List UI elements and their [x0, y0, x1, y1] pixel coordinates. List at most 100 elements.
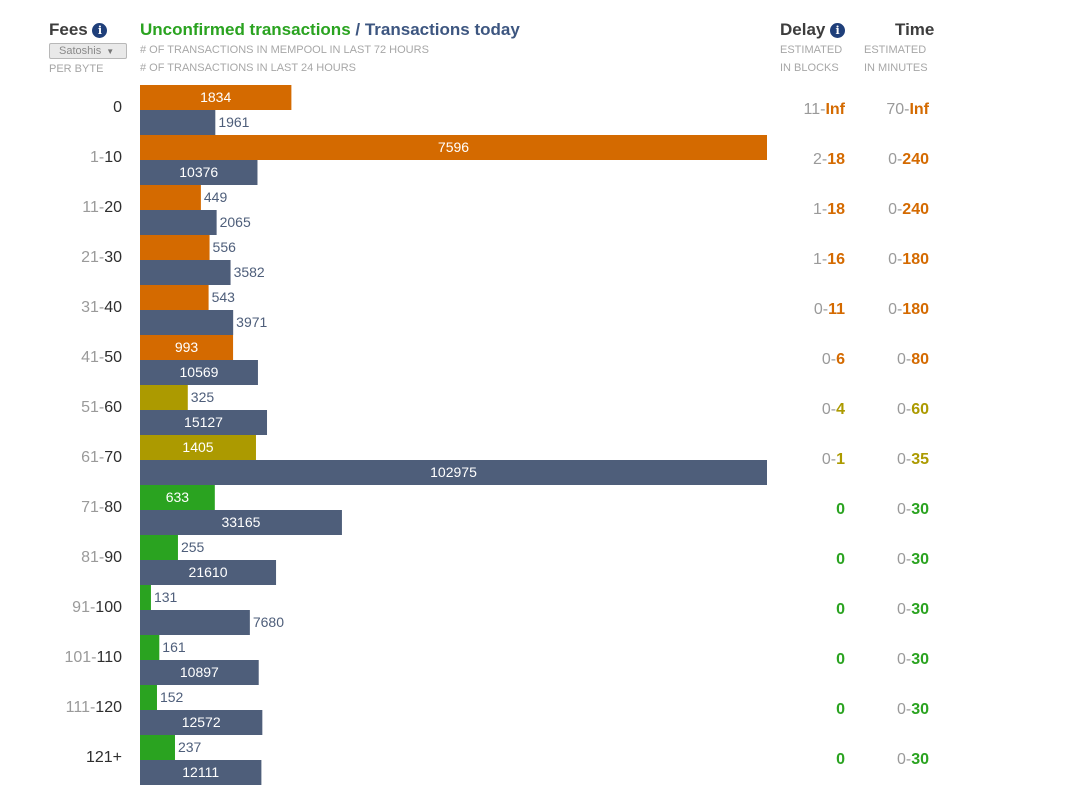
- delay-value: 0-11: [779, 301, 845, 319]
- fee-range-high: 30: [104, 249, 122, 266]
- bar-unconfirmed-41-50: [140, 335, 234, 360]
- fee-range-label: 61-70: [50, 449, 122, 467]
- fees-title: Fees: [49, 20, 88, 39]
- delay-header: Delay i: [780, 20, 846, 40]
- time-value: 0-30: [849, 601, 929, 619]
- bar-today-121+: [140, 760, 262, 785]
- bar-today-11-20: [140, 210, 217, 235]
- bar-today-51-60: [140, 410, 268, 435]
- bar-label-unconfirmed-121+: 237: [178, 739, 202, 755]
- fee-range-label: 121+: [50, 749, 122, 767]
- time-low: 0-: [896, 601, 912, 618]
- bar-unconfirmed-121+: [140, 735, 175, 760]
- delay-low: 0-: [821, 351, 837, 368]
- time-low: 0-: [896, 701, 912, 718]
- time-low: 70-: [886, 101, 910, 118]
- delay-title: Delay: [780, 20, 826, 39]
- fee-range-low: 11-: [82, 199, 105, 216]
- time-low: 0-: [888, 201, 903, 218]
- bar-today-61-70: [140, 460, 767, 485]
- bar-unconfirmed-51-60: [140, 385, 188, 410]
- delay-high: 0: [836, 701, 845, 718]
- info-circle-icon[interactable]: i: [830, 23, 846, 38]
- time-high: 30: [911, 601, 929, 618]
- fee-range-high: 10: [104, 149, 122, 166]
- bar-label-today-71-80: 33165: [221, 514, 260, 530]
- delay-low: 11-: [803, 101, 826, 118]
- delay-value: 0-4: [779, 401, 845, 419]
- bar-today-71-80: [140, 510, 342, 535]
- fee-range-high: 100: [95, 599, 122, 616]
- info-circle-icon[interactable]: i: [92, 23, 108, 38]
- time-sub1: ESTIMATED: [864, 44, 927, 56]
- delay-value: 0: [779, 701, 845, 719]
- bar-label-today-101-110: 10897: [180, 664, 219, 680]
- fee-range-low: 111-: [65, 699, 96, 716]
- bar-today-41-50: [140, 360, 258, 385]
- time-value: 0-60: [849, 401, 929, 419]
- bar-unconfirmed-71-80: [140, 485, 215, 510]
- unit-dropdown[interactable]: Satoshis ▼: [49, 43, 127, 59]
- time-high: 80: [911, 351, 929, 368]
- delay-value: 0-6: [779, 351, 845, 369]
- bar-label-today-11-20: 2065: [220, 214, 251, 230]
- time-high: 35: [911, 451, 929, 468]
- time-high: 30: [911, 501, 929, 518]
- time-value: 0-30: [849, 751, 929, 769]
- delay-value: 2-18: [779, 151, 845, 169]
- subtitle-today: # OF TRANSACTIONS IN LAST 24 HOURS: [140, 62, 356, 74]
- bar-label-today-31-40: 3971: [236, 314, 267, 330]
- fee-range-high: 20: [104, 199, 122, 216]
- delay-value: 0: [779, 751, 845, 769]
- chart-title: Unconfirmed transactions / Transactions …: [140, 20, 520, 40]
- delay-high: 18: [827, 201, 845, 218]
- fee-range-low: 81-: [81, 549, 105, 566]
- delay-value: 1-16: [779, 251, 845, 269]
- fee-range-label: 31-40: [50, 299, 122, 317]
- time-value: 0-30: [849, 501, 929, 519]
- delay-high: 0: [836, 651, 845, 668]
- time-value: 0-180: [849, 301, 929, 319]
- delay-low: 0-: [821, 401, 837, 418]
- bar-unconfirmed-91-100: [140, 585, 151, 610]
- bar-label-unconfirmed-1-10: 7596: [438, 139, 469, 155]
- fee-range-label: 111-120: [50, 699, 122, 717]
- fee-range-low: 91-: [72, 599, 96, 616]
- fee-range-low: 31-: [81, 299, 105, 316]
- fee-range-low: 101-: [64, 649, 97, 666]
- bar-unconfirmed-111-120: [140, 685, 157, 710]
- time-low: 0-: [896, 451, 912, 468]
- delay-value: 0: [779, 501, 845, 519]
- bar-unconfirmed-21-30: [140, 235, 210, 260]
- fee-range-label: 71-80: [50, 499, 122, 517]
- per-byte-label: PER BYTE: [49, 63, 104, 75]
- time-sub2: IN MINUTES: [864, 62, 928, 74]
- title-unconfirmed: Unconfirmed transactions: [140, 20, 351, 39]
- bar-unconfirmed-1-10: [140, 135, 767, 160]
- bar-today-111-120: [140, 710, 263, 735]
- time-low: 0-: [896, 651, 912, 668]
- bar-label-today-61-70: 102975: [430, 464, 477, 480]
- fee-range-label: 81-90: [50, 549, 122, 567]
- bar-unconfirmed-31-40: [140, 285, 209, 310]
- bar-label-unconfirmed-21-30: 556: [213, 239, 237, 255]
- fee-range-low: 51-: [81, 399, 105, 416]
- delay-high: 18: [827, 151, 845, 168]
- delay-high: Inf: [825, 101, 845, 118]
- bar-label-unconfirmed-101-110: 161: [162, 639, 186, 655]
- bar-label-unconfirmed-71-80: 633: [166, 489, 190, 505]
- bar-label-unconfirmed-111-120: 152: [160, 689, 184, 705]
- time-high: Inf: [909, 101, 929, 118]
- time-high: 30: [911, 751, 929, 768]
- time-high: 180: [902, 251, 929, 268]
- bar-label-unconfirmed-51-60: 325: [191, 389, 215, 405]
- delay-high: 0: [836, 551, 845, 568]
- delay-low: 1-: [812, 201, 828, 218]
- bar-label-today-111-120: 12572: [182, 714, 221, 730]
- subtitle-mempool: # OF TRANSACTIONS IN MEMPOOL IN LAST 72 …: [140, 44, 429, 56]
- time-low: 0-: [888, 151, 903, 168]
- bar-today-21-30: [140, 260, 231, 285]
- delay-high: 6: [836, 351, 845, 368]
- fee-range-label: 21-30: [50, 249, 122, 267]
- delay-value: 0: [779, 601, 845, 619]
